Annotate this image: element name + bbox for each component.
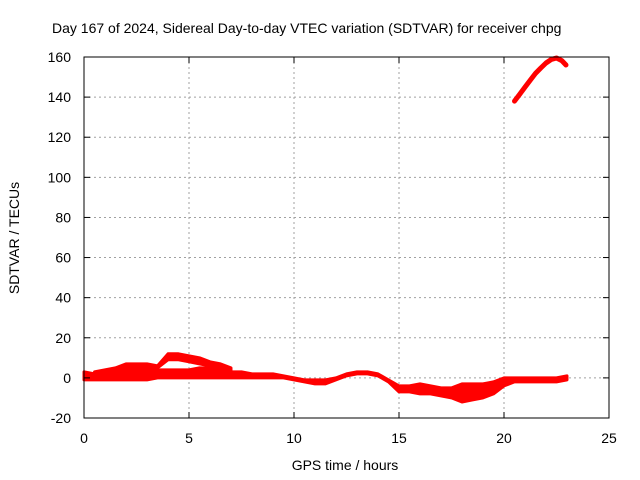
x-tick-label: 15 bbox=[391, 430, 407, 446]
y-tick-label: 20 bbox=[55, 330, 71, 346]
tick-layer bbox=[83, 56, 610, 419]
y-tick-label: 40 bbox=[55, 290, 71, 306]
tick-label-layer: 0 5 10 15 20 25 -20 0 20 40 60 80 100 120 140 160 bbox=[48, 49, 617, 446]
x-tick-label: 5 bbox=[185, 430, 193, 446]
y-tick-label: 140 bbox=[48, 89, 72, 105]
x-tick-label: 0 bbox=[80, 430, 88, 446]
series-band-1 bbox=[93, 352, 233, 378]
y-tick-label: 0 bbox=[63, 370, 71, 386]
x-tick-label: 20 bbox=[496, 430, 512, 446]
x-tick-label: 25 bbox=[601, 430, 617, 446]
y-tick-label: -20 bbox=[51, 410, 71, 426]
y-axis-title: SDTVAR / TECUs bbox=[6, 182, 22, 294]
series-line-2 bbox=[512, 55, 569, 104]
x-axis-title: GPS time / hours bbox=[292, 457, 399, 473]
chart-title: Day 167 of 2024, Sidereal Day-to-day VTE… bbox=[52, 20, 561, 36]
y-tick-label: 80 bbox=[55, 209, 71, 225]
y-tick-label: 60 bbox=[55, 250, 71, 266]
series-band-0 bbox=[82, 366, 569, 404]
y-tick-label: 160 bbox=[48, 49, 72, 65]
y-tick-label: 100 bbox=[48, 169, 72, 185]
series-layer bbox=[82, 55, 569, 404]
x-tick-label: 10 bbox=[286, 430, 302, 446]
y-tick-label: 120 bbox=[48, 129, 72, 145]
plot-frame bbox=[83, 56, 610, 419]
